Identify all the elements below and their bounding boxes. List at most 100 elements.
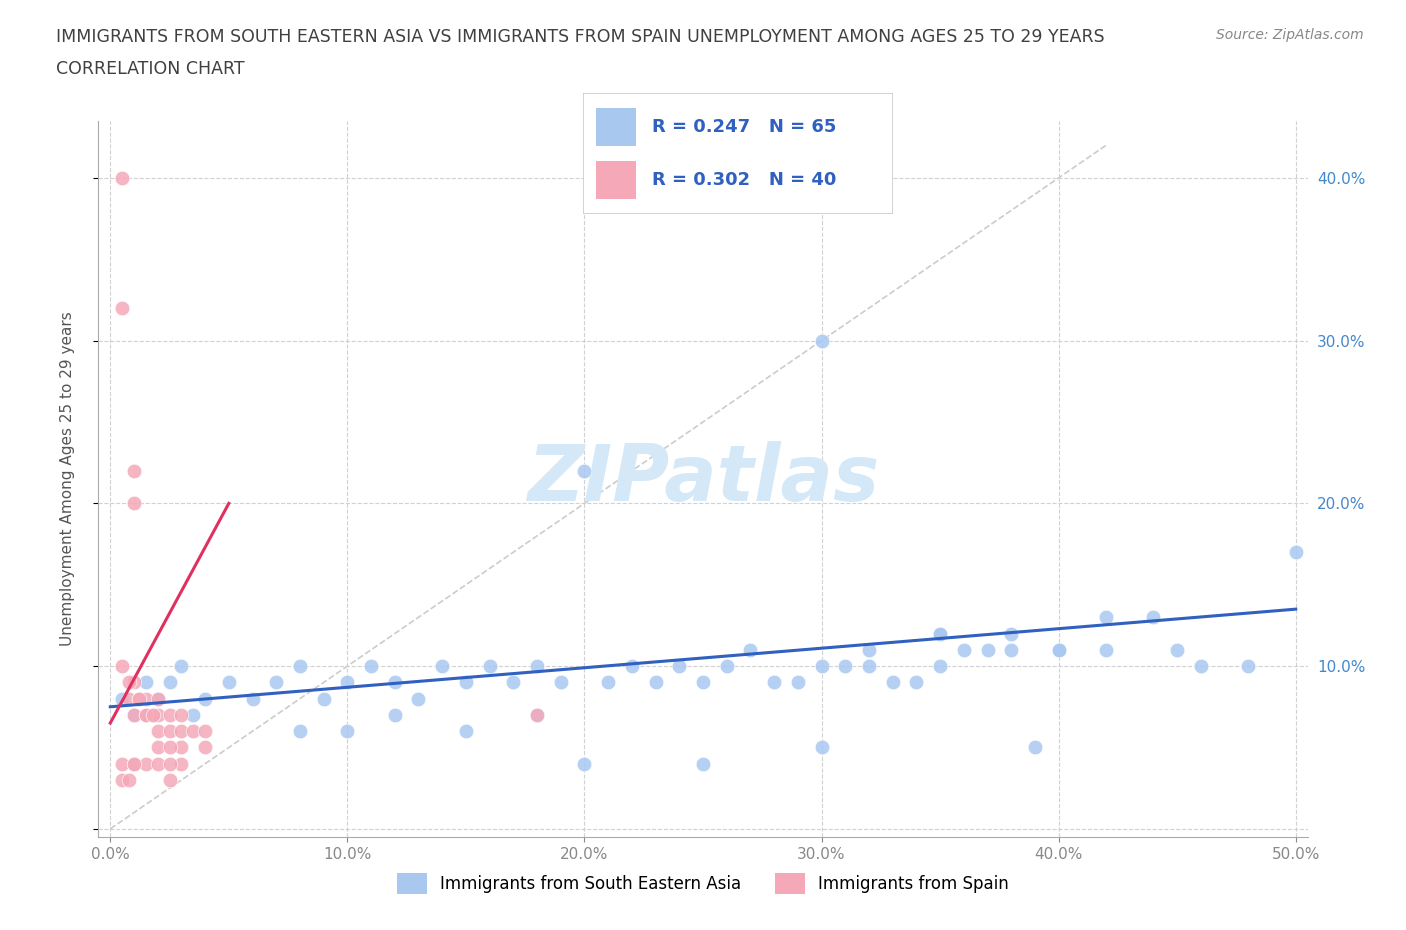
Point: [288, 658, 311, 673]
Point: [142, 708, 165, 723]
Point: [194, 740, 217, 755]
Point: [170, 740, 193, 755]
Point: [408, 691, 430, 706]
Point: [1095, 643, 1118, 658]
Point: [502, 675, 524, 690]
Point: [146, 724, 169, 738]
Point: [111, 170, 134, 185]
Point: [194, 724, 217, 738]
Point: [336, 724, 359, 738]
Point: [1166, 643, 1188, 658]
Point: [170, 724, 193, 738]
Point: [1047, 643, 1070, 658]
Point: [574, 756, 596, 771]
Point: [692, 675, 714, 690]
Point: [763, 675, 786, 690]
Point: [146, 756, 169, 771]
Point: [122, 463, 145, 478]
Point: [122, 496, 145, 511]
Point: [1095, 610, 1118, 625]
Point: [146, 691, 169, 706]
Point: [360, 658, 382, 673]
Point: [929, 658, 952, 673]
Point: [1000, 643, 1022, 658]
Point: [135, 708, 157, 723]
Point: [834, 658, 856, 673]
Y-axis label: Unemployment Among Ages 25 to 29 years: Unemployment Among Ages 25 to 29 years: [60, 312, 75, 646]
Text: R = 0.302   N = 40: R = 0.302 N = 40: [651, 171, 837, 189]
Point: [128, 691, 150, 706]
Point: [526, 708, 548, 723]
Point: [1024, 740, 1046, 755]
Point: [1142, 610, 1164, 625]
Point: [810, 740, 832, 755]
Point: [111, 300, 134, 315]
Point: [288, 724, 311, 738]
Point: [122, 708, 145, 723]
Point: [882, 675, 904, 690]
Point: [858, 658, 880, 673]
Point: [1285, 545, 1308, 560]
Point: [135, 675, 157, 690]
Point: [128, 691, 150, 706]
FancyBboxPatch shape: [583, 93, 893, 214]
FancyBboxPatch shape: [596, 108, 636, 146]
Point: [146, 740, 169, 755]
Point: [135, 708, 157, 723]
Point: [159, 756, 181, 771]
Point: [526, 708, 548, 723]
Point: [740, 643, 762, 658]
Point: [122, 708, 145, 723]
Point: [118, 675, 141, 690]
Point: [668, 658, 690, 673]
Text: ZIPatlas: ZIPatlas: [527, 441, 879, 517]
Point: [218, 675, 240, 690]
Point: [111, 773, 134, 788]
Point: [122, 756, 145, 771]
Point: [146, 708, 169, 723]
Point: [929, 626, 952, 641]
Point: [1189, 658, 1212, 673]
Point: [146, 691, 169, 706]
Text: R = 0.247   N = 65: R = 0.247 N = 65: [651, 118, 837, 136]
Point: [336, 675, 359, 690]
Point: [181, 724, 204, 738]
Point: [122, 675, 145, 690]
Point: [122, 756, 145, 771]
Point: [384, 708, 406, 723]
Point: [1237, 658, 1260, 673]
Point: [1047, 643, 1070, 658]
Point: [264, 675, 287, 690]
Point: [692, 756, 714, 771]
Point: [135, 691, 157, 706]
Point: [111, 756, 134, 771]
Point: [194, 691, 217, 706]
Point: [810, 658, 832, 673]
Point: [526, 658, 548, 673]
Point: [952, 643, 974, 658]
Point: [598, 675, 620, 690]
Point: [111, 658, 134, 673]
Point: [111, 691, 134, 706]
Point: [929, 626, 952, 641]
Point: [810, 333, 832, 348]
Point: [550, 675, 572, 690]
Point: [181, 708, 204, 723]
Point: [118, 691, 141, 706]
FancyBboxPatch shape: [596, 161, 636, 199]
Point: [242, 691, 264, 706]
Point: [786, 675, 808, 690]
Point: [1000, 626, 1022, 641]
Point: [135, 756, 157, 771]
Point: [454, 675, 477, 690]
Point: [432, 658, 454, 673]
Point: [159, 708, 181, 723]
Text: IMMIGRANTS FROM SOUTH EASTERN ASIA VS IMMIGRANTS FROM SPAIN UNEMPLOYMENT AMONG A: IMMIGRANTS FROM SOUTH EASTERN ASIA VS IM…: [56, 28, 1105, 46]
Point: [170, 658, 193, 673]
Point: [384, 675, 406, 690]
Point: [170, 756, 193, 771]
Point: [159, 675, 181, 690]
Point: [118, 773, 141, 788]
Point: [620, 658, 643, 673]
Legend: Immigrants from South Eastern Asia, Immigrants from Spain: Immigrants from South Eastern Asia, Immi…: [391, 867, 1015, 900]
